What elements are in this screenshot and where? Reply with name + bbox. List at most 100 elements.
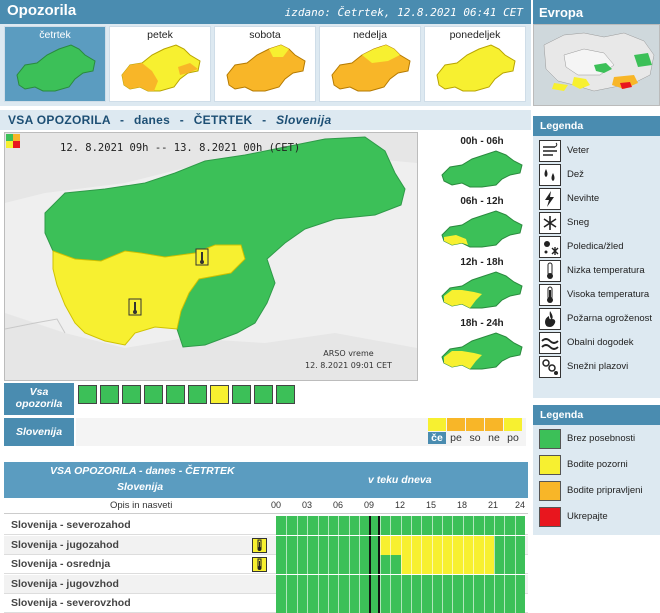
color-swatch [539, 429, 561, 449]
high-temperature-icon[interactable] [210, 385, 229, 404]
day-swatch-ce[interactable] [428, 418, 446, 431]
day-swatch-ne[interactable] [485, 418, 503, 431]
table-row[interactable]: Slovenija - jugozahod [4, 535, 528, 555]
mini-map-icon [226, 44, 306, 92]
hour-gridline [400, 574, 402, 594]
timeslot-label: 12h - 18h [460, 257, 504, 268]
hour-gridline [473, 574, 475, 594]
title-part-all: VSA OPOZORILA [8, 113, 111, 127]
table-title: VSA OPOZORILA - danes - ČETRTEK [50, 465, 235, 477]
hour-gridline [327, 516, 329, 535]
current-time-marker [377, 555, 380, 574]
hour-gridline [452, 574, 454, 594]
hour-gridline [514, 535, 516, 555]
snow-icon[interactable] [144, 385, 163, 404]
day-label-so[interactable]: so [469, 432, 481, 444]
legend-color-yellow: Bodite pozorni [539, 455, 660, 475]
legend-item-high-temperature: Visoka temperatura [539, 284, 660, 306]
section-title: VSA OPOZORILA - danes - ČETRTEK - Sloven… [0, 110, 531, 130]
credit-source: ARSO vreme [323, 349, 374, 358]
table-row[interactable]: Slovenija - osrednja [4, 555, 528, 574]
table-row[interactable]: Slovenija - jugovzhod [4, 574, 528, 594]
table-row[interactable]: Slovenija - severozahod [4, 516, 528, 535]
hour-gridline [493, 555, 495, 574]
day-label-ne[interactable]: ne [488, 432, 500, 444]
day-card-petek[interactable]: petek [109, 26, 211, 102]
rain-icon[interactable] [100, 385, 119, 404]
hour-gridline [504, 516, 506, 535]
hour-gridline [317, 574, 319, 594]
day-label-ce[interactable]: če [428, 432, 446, 444]
europe-map[interactable] [533, 24, 660, 106]
credit-timestamp: 12. 8.2021 09:01 CET [305, 361, 392, 370]
wind-icon[interactable] [78, 385, 97, 404]
timeslot-00-06[interactable]: 00h - 06h [436, 136, 528, 194]
row-region-name: Slovenija - jugovzhod [11, 577, 119, 590]
hour-gridline [379, 555, 381, 574]
coastal-icon[interactable] [254, 385, 273, 404]
legend-item-label: Poledica/žled [567, 241, 624, 252]
legend-item-snow: Sneg [539, 212, 660, 234]
hour-gridline [493, 516, 495, 535]
hour-gridline [410, 516, 412, 535]
timeslot-18-24[interactable]: 18h - 24h [436, 318, 528, 376]
hour-gridline [473, 555, 475, 574]
slovenia-map [5, 133, 417, 380]
hour-gridline [327, 574, 329, 594]
legend-color-red: Ukrepajte [539, 507, 660, 527]
page-title: Opozorila [7, 2, 77, 19]
day-swatch-pe[interactable] [447, 418, 465, 431]
legend-item-label: Nevihte [567, 193, 600, 204]
current-time-marker [369, 516, 372, 535]
hour-gridline [348, 574, 350, 594]
hour-gridline [307, 555, 309, 574]
day-swatch-so[interactable] [466, 418, 484, 431]
day-card-cetrtek[interactable]: četrtek [4, 26, 106, 102]
fire-icon[interactable] [232, 385, 251, 404]
all-warnings-text: Vsa opozorila [15, 386, 63, 410]
hour-gridline [442, 516, 443, 535]
snow-icon [539, 212, 561, 234]
hour-gridline [493, 574, 495, 594]
hour-gridline [286, 574, 288, 594]
hour-gridline [452, 535, 454, 555]
day-swatch-po[interactable] [504, 418, 522, 431]
europe-link[interactable]: Evropa [533, 0, 660, 24]
timeslot-06-12[interactable]: 06h - 12h [436, 196, 528, 254]
day-label-po[interactable]: po [507, 432, 519, 444]
hour-gridline [348, 555, 350, 574]
hour-gridline [442, 574, 443, 594]
timeslot-12-18[interactable]: 12h - 18h [436, 257, 528, 315]
legend-item-thunderstorm: Nevihte [539, 188, 660, 210]
legend-color-orange: Bodite pripravljeni [539, 481, 660, 501]
hour-gridline [390, 574, 392, 594]
low-temperature-icon[interactable] [188, 385, 207, 404]
hour-gridline [359, 574, 360, 594]
legend-item-label: Požarna ogroženost [567, 313, 653, 324]
day-card-ponedeljek[interactable]: ponedeljek [424, 26, 526, 102]
hour-gridline [317, 535, 319, 555]
mini-map-icon [121, 44, 201, 92]
ice-icon[interactable] [166, 385, 185, 404]
day-label-pe[interactable]: pe [450, 432, 462, 444]
title-separator: - [120, 113, 125, 127]
hour-gridline [462, 535, 464, 555]
hour-gridline [410, 535, 412, 555]
day-card-nedelja[interactable]: nedelja [319, 26, 421, 102]
current-time-marker [369, 574, 372, 594]
current-time-marker [369, 535, 372, 555]
hour-gridline [431, 516, 433, 535]
day-card-label: petek [147, 29, 173, 41]
wind-icon [539, 140, 561, 162]
hour-gridline [514, 574, 516, 594]
hour-gridline [286, 535, 288, 555]
avalanche-icon[interactable] [276, 385, 295, 404]
hour-gridline [421, 516, 423, 535]
day-card-sobota[interactable]: sobota [214, 26, 316, 102]
hour-gridline [483, 535, 485, 555]
mini-map-icon [16, 44, 96, 92]
map-credit: ARSO vreme 12. 8.2021 09:01 CET [305, 348, 392, 372]
thunderstorm-icon[interactable] [122, 385, 141, 404]
hour-gridline [431, 535, 433, 555]
legend-color-label: Bodite pozorni [567, 459, 628, 470]
